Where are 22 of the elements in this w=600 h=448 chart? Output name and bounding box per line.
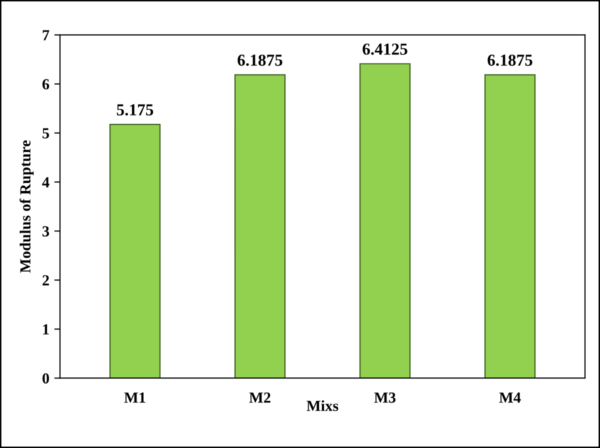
data-label: 5.175 [116,104,154,116]
y-tick-label: 2 [42,275,49,286]
data-label: 6.4125 [362,44,408,55]
y-tick-label: 7 [42,30,50,40]
x-axis-title: Mixs [306,400,338,412]
x-tick-label: M4 [499,392,521,403]
bar [234,74,286,378]
data-label: 6.1875 [488,54,532,66]
y-tick-label: 0 [42,373,49,384]
bar [484,74,536,378]
y-axis-title: Modulus of Rupture [20,140,34,273]
y-tick-label: 5 [42,128,50,138]
bar [109,124,161,378]
x-tick-label: M1 [124,392,146,403]
data-label: 6.1875 [238,54,282,66]
y-tick-label: 1 [43,324,49,334]
bar [359,63,411,378]
x-tick-label: M3 [374,392,396,403]
y-tick-label: 4 [42,177,50,188]
x-tick-label: M2 [249,392,270,403]
y-tick-label: 3 [42,226,50,236]
y-tick-label: 6 [42,79,50,90]
